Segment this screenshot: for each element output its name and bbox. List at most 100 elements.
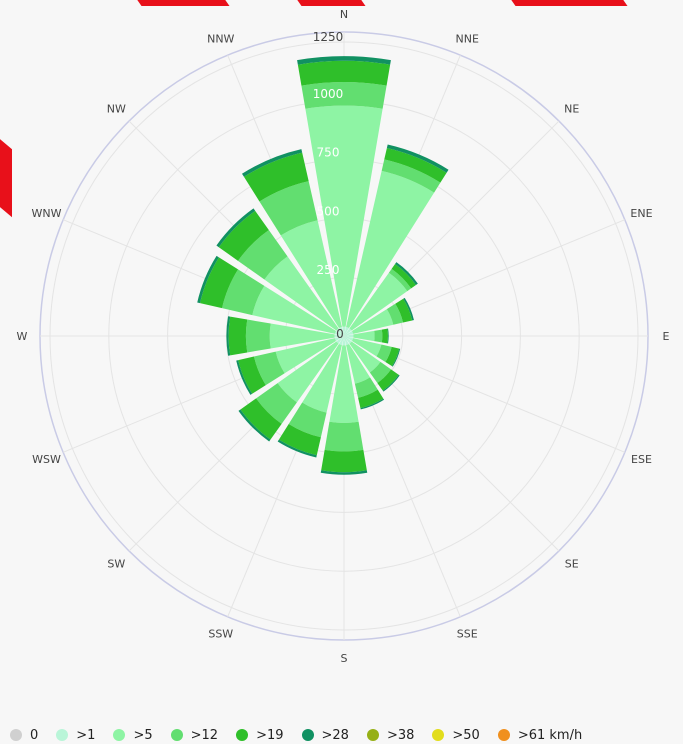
bar-segment-ssw — [338, 336, 344, 346]
direction-label-nw: NW — [107, 102, 126, 115]
bar-segment-ssw — [278, 423, 321, 456]
legend-item[interactable]: 0 — [10, 728, 38, 743]
legend-swatch — [113, 729, 126, 741]
bar-segment-wsw — [334, 336, 344, 342]
bar-segment-ne — [349, 272, 408, 331]
direction-label-n: N — [340, 8, 348, 21]
bar-segment-ssw — [277, 439, 317, 458]
bar-segment-wnw — [252, 285, 337, 334]
bar-segment-e — [353, 330, 375, 342]
bar-segment-e — [374, 329, 383, 343]
bar-segment-wnw — [222, 269, 265, 316]
bar-segment-wsw — [236, 360, 253, 395]
bar-segment-s — [321, 449, 367, 473]
bar-segment-se — [349, 341, 381, 373]
legend-label: >38 — [386, 727, 415, 743]
legend-item[interactable]: >5 — [113, 727, 153, 743]
bar-segment-sse — [344, 336, 350, 346]
bar-segment-ene — [386, 303, 404, 325]
bar-segment-n — [305, 105, 383, 327]
bar-segment-sw — [256, 383, 297, 424]
bar-segment-ssw — [288, 402, 327, 438]
legend-swatch — [170, 729, 183, 741]
bar-segment-nw — [264, 256, 339, 331]
bar-segment-s — [324, 421, 364, 452]
legend-label: 0 — [30, 727, 39, 743]
bar-segment-sw — [277, 341, 339, 403]
radial-tick-label: 1000 — [313, 87, 344, 101]
bar-segment-ene — [395, 298, 413, 323]
bar-segment-sse — [354, 377, 378, 398]
bar-segment-nw — [216, 208, 256, 248]
legend-item[interactable]: >38 — [366, 727, 415, 743]
legend-item[interactable]: >19 — [236, 728, 284, 743]
bar-segment-ene — [351, 309, 394, 334]
direction-label-nne: NNE — [456, 33, 479, 46]
legend-item[interactable]: >12 — [170, 728, 218, 743]
bar-segment-sse — [360, 398, 385, 410]
direction-label-w: W — [17, 330, 28, 343]
bar-segment-sse — [346, 343, 371, 384]
direction-label-wsw: WSW — [32, 453, 61, 466]
legend-item[interactable]: >1 — [56, 728, 95, 743]
bar-segment-sw — [238, 409, 271, 442]
bar-segment-nne — [386, 144, 449, 173]
bar-segment-wnw — [199, 257, 239, 309]
bar-segment-nw — [238, 230, 288, 280]
legend-item[interactable]: >50 — [432, 727, 480, 743]
bar-segment-w — [245, 319, 271, 353]
bar-segment-n — [342, 326, 346, 336]
legend-label: >5 — [133, 727, 153, 743]
bar-segment-wsw — [275, 338, 337, 374]
direction-label-ne: NE — [564, 102, 579, 115]
bar-segment-nnw — [338, 326, 344, 336]
radial-tick-label: 0 — [336, 327, 344, 341]
direction-labels: N NNE NE ENE E ESE SE SSE S SSW SW WSW W WNW NW NNW — [17, 8, 670, 665]
direction-label-ese: ESE — [631, 453, 652, 466]
bar-segment-w — [226, 316, 231, 356]
bar-segment-s — [320, 470, 368, 475]
legend-swatch — [236, 729, 249, 741]
bar-segment-ese — [385, 346, 400, 367]
bar-segment-ese — [391, 348, 401, 367]
legend-label: >61 km/h — [517, 727, 583, 743]
legend: 0 >1 >5 >12 >19 >28 >38 >50 >61 km/h — [10, 726, 600, 744]
direction-label-sse: SSE — [457, 627, 478, 640]
direction-label-ssw: SSW — [208, 627, 233, 640]
legend-item[interactable]: >61 km/h — [497, 727, 583, 743]
bar-segment-wnw — [334, 330, 344, 336]
bar-segment-e — [344, 334, 354, 338]
legend-swatch — [497, 729, 510, 741]
bar-segment-sw — [336, 336, 344, 344]
bar-segment-nne — [346, 170, 435, 329]
bar-segment-ese — [376, 344, 392, 363]
bar-segment-se — [382, 374, 400, 392]
bar-segment-nw — [336, 328, 344, 336]
bar-segment-ne — [344, 328, 352, 336]
radial-tick-label: 500 — [317, 204, 340, 218]
bar-segment-n — [301, 81, 387, 109]
direction-label-wnw: WNW — [32, 207, 62, 220]
bar-segment-nnw — [243, 152, 309, 202]
bars — [197, 56, 449, 475]
legend-item[interactable]: >28 — [301, 727, 349, 743]
legend-swatch — [301, 729, 314, 741]
bar-segment-wsw — [238, 356, 266, 394]
bar-segment-ne — [395, 262, 418, 285]
legend-swatch — [366, 729, 379, 741]
bar-segment-se — [377, 369, 399, 391]
legend-label: >1 — [76, 727, 96, 743]
bar-segment-sse — [358, 389, 384, 409]
bar-segment-e — [381, 328, 388, 344]
bar-segment-n — [297, 60, 391, 86]
bar-segment-nnw — [280, 220, 342, 329]
legend-label: >28 — [321, 727, 349, 743]
bar-segment-nne — [344, 326, 350, 336]
bar-segment-wsw — [253, 351, 285, 386]
radial-tick-label: 1250 — [313, 30, 344, 44]
legend-swatch — [432, 729, 445, 741]
legend-label: >50 — [452, 727, 480, 743]
bar-segment-se — [344, 336, 352, 344]
bar-segment-se — [369, 361, 392, 384]
